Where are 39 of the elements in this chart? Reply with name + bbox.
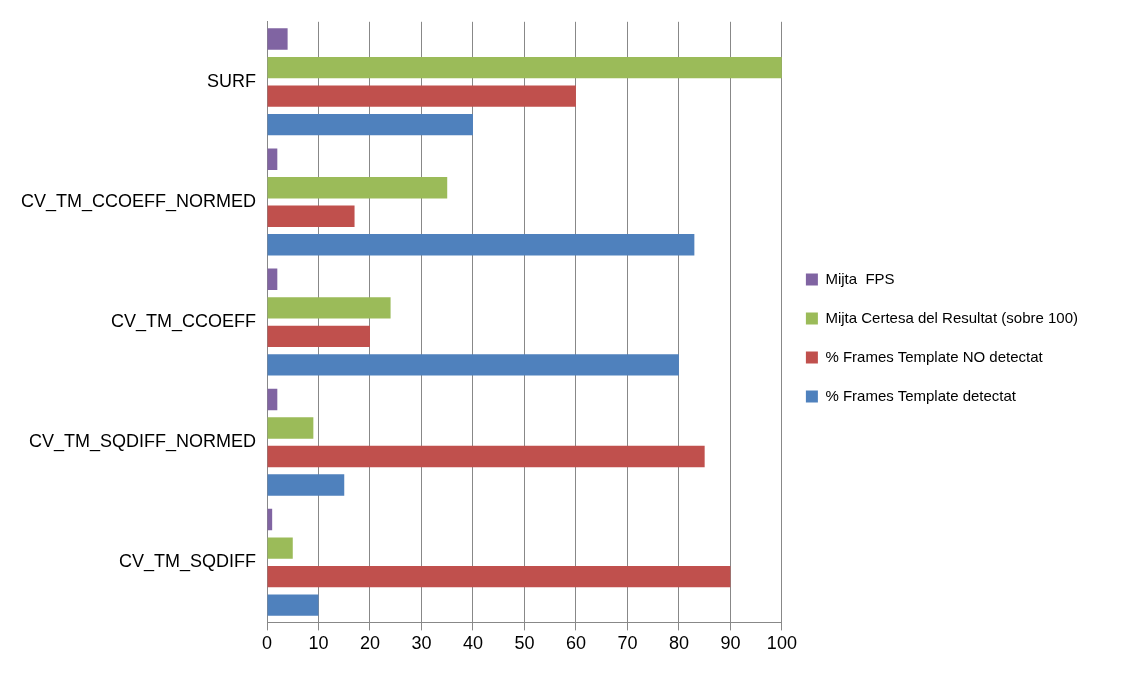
bar — [267, 388, 278, 411]
bar — [267, 354, 679, 376]
bar — [267, 148, 278, 170]
x-tick-label: 60 — [565, 633, 586, 654]
x-tick-label: 50 — [514, 633, 535, 654]
x-tick-label: 40 — [462, 633, 483, 654]
x-tick-label: 10 — [308, 633, 329, 654]
bar — [267, 417, 314, 439]
x-tick-label: 70 — [617, 633, 638, 654]
bar — [267, 268, 278, 291]
bar — [267, 28, 288, 50]
y-tick-label: CV_TM_SQDIFF — [119, 551, 257, 573]
bar — [267, 234, 695, 256]
bar — [267, 85, 576, 107]
bar — [267, 113, 473, 136]
y-tick-label: CV_TM_CCOEFF — [111, 311, 257, 333]
bar — [267, 297, 391, 319]
bar — [267, 537, 293, 559]
legend-label: % Frames Template detectat — [825, 386, 1017, 404]
legend-label: % Frames Template NO detectat — [825, 347, 1044, 365]
bar — [267, 56, 782, 79]
legend-label: Mijta FPS — [825, 269, 895, 287]
x-tick-label: 100 — [766, 633, 797, 654]
bar — [267, 177, 448, 199]
y-tick-label: SURF — [207, 70, 257, 91]
y-tick-label: CV_TM_CCOEFF_NORMED — [20, 190, 257, 212]
x-tick-label: 30 — [411, 633, 432, 654]
bar — [267, 205, 355, 227]
x-tick-label: 90 — [720, 633, 741, 654]
y-tick-label: CV_TM_SQDIFF_NORMED — [28, 431, 257, 453]
x-tick-label: 80 — [668, 633, 689, 654]
x-tick-label: 20 — [359, 633, 381, 654]
bar — [267, 565, 731, 588]
bar — [267, 474, 345, 496]
bar — [267, 445, 705, 468]
bar — [267, 325, 370, 348]
legend-label: Mijta Certesa del Resultat (sobre 100) — [825, 308, 1079, 326]
bar — [267, 594, 319, 616]
x-tick-label: 0 — [262, 633, 273, 654]
